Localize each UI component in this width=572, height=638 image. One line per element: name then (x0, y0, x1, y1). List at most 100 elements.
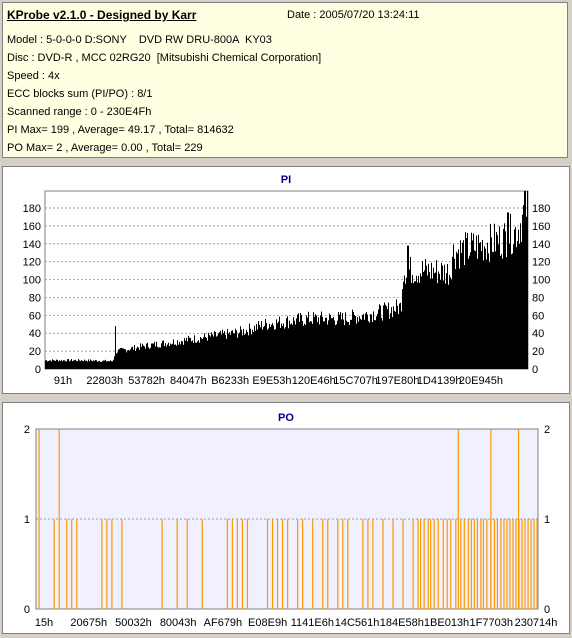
po-bar (442, 519, 444, 609)
pi-bar (298, 313, 299, 369)
pi-bar (71, 359, 72, 369)
pi-bar (385, 304, 386, 369)
pi-bar (331, 318, 332, 369)
pi-bar (441, 263, 442, 369)
po-bar (467, 519, 469, 609)
pi-bar (461, 253, 462, 369)
pi-bar (382, 320, 383, 369)
pi-bar (84, 359, 85, 369)
pi-bar (340, 312, 341, 369)
pi-bar (312, 323, 313, 369)
pi-bar (269, 323, 270, 369)
pi-bar (438, 271, 439, 369)
pi-bar (327, 324, 328, 369)
pi-bar (62, 361, 63, 369)
pi-bar (267, 329, 268, 369)
pi-bar (109, 361, 110, 369)
pi-bar (236, 330, 237, 369)
pi-bar (260, 327, 261, 369)
pi-bar (419, 282, 420, 369)
pi-bar (378, 309, 379, 369)
pi-bar (503, 228, 504, 369)
pi-bar (210, 336, 211, 369)
pi-bar (77, 361, 78, 369)
pi-bar (65, 361, 66, 369)
pi-bar (205, 337, 206, 369)
po-bar (455, 519, 457, 609)
pi-bar (176, 345, 177, 369)
pi-bar (277, 323, 278, 369)
pi-bar (364, 319, 365, 369)
pi-bar (473, 233, 474, 369)
pi-y-tick-label: 60 (29, 310, 41, 322)
pi-bar (478, 234, 479, 369)
pi-y-tick-label: 160 (23, 221, 41, 233)
pi-bar (484, 246, 485, 369)
pi-bar (83, 361, 84, 369)
pi-bar (282, 326, 283, 369)
pi-bar (219, 332, 220, 369)
pi-bar (198, 340, 199, 369)
ecc-line: ECC blocks sum (PI/PO) : 8/1 (7, 88, 153, 100)
po-bar (186, 519, 188, 609)
pi-bar (196, 342, 197, 369)
pi-bar (432, 278, 433, 369)
pi-bar (502, 258, 503, 369)
po-bar (266, 519, 269, 609)
pi-bar (417, 282, 418, 369)
pi-y-tick-label: 40 (29, 328, 41, 340)
po-bar (246, 519, 249, 609)
pi-bar (416, 275, 417, 369)
po-bar (201, 519, 203, 609)
pi-bar (58, 361, 59, 369)
po-stats-line: PO Max= 2 , Average= 0.00 , Total= 229 (7, 142, 203, 154)
po-y-tick-label: 0 (24, 604, 30, 616)
pi-bar (174, 344, 175, 369)
pi-bar (403, 281, 404, 369)
pi-bar (456, 251, 457, 369)
pi-bar (247, 332, 248, 369)
pi-bar (193, 342, 194, 369)
pi-bar (410, 256, 411, 369)
pi-bar (523, 205, 524, 369)
pi-bar (285, 327, 286, 369)
pi-bar (201, 338, 202, 369)
pi-bar (177, 340, 178, 369)
pi-bar (510, 213, 511, 369)
pi-bar (326, 317, 327, 369)
pi-bar (391, 307, 392, 369)
po-bar (241, 519, 244, 609)
pi-bar (335, 325, 336, 369)
po-bar-2 (58, 429, 60, 609)
disc-line: Disc : DVD-R , MCC 02RG20 [Mitsubishi Ch… (7, 52, 322, 64)
pi-bar (97, 361, 98, 369)
pi-bar (202, 338, 203, 369)
pi-bar (346, 320, 347, 369)
po-bar (382, 519, 384, 609)
pi-bar (404, 275, 405, 369)
pi-chart-panel: PI 0 0 20 20 40 40 60 60 80 80 100 100 120 120 140 140 16… (2, 166, 570, 394)
pi-bar (508, 212, 509, 369)
pi-bar (251, 334, 252, 369)
pi-bar (268, 328, 269, 369)
pi-bar (122, 348, 123, 369)
pi-bar (257, 329, 258, 369)
pi-bar (169, 346, 170, 369)
pi-bar (45, 360, 46, 369)
pi-bar (433, 267, 434, 369)
pi-bar (180, 344, 181, 369)
pi-bar (518, 229, 519, 369)
pi-bar (423, 272, 424, 369)
pi-bar (468, 258, 469, 369)
pi-bar (368, 321, 369, 369)
po-bar (470, 519, 472, 609)
pi-bar (356, 323, 357, 369)
pi-bar (85, 360, 86, 369)
po-bar (276, 519, 279, 609)
pi-bar (293, 317, 294, 369)
pi-bar (172, 343, 173, 369)
pi-bar (112, 361, 113, 369)
pi-bar (339, 314, 340, 369)
pi-bar (265, 318, 266, 369)
pi-bar (519, 243, 520, 369)
